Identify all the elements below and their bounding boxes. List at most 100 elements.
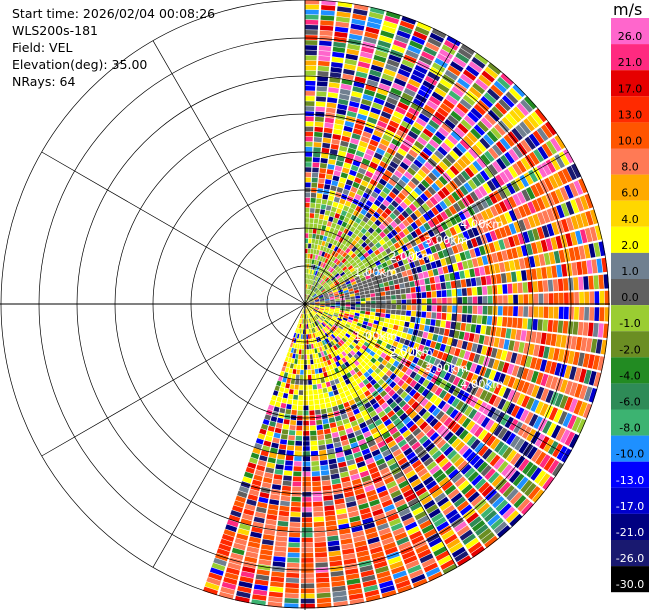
velocity-gate <box>502 387 512 399</box>
velocity-gate <box>282 377 287 383</box>
velocity-gate <box>247 541 260 549</box>
velocity-gate <box>345 297 350 300</box>
velocity-gate <box>436 521 450 532</box>
velocity-gate <box>397 379 405 387</box>
velocity-gate <box>534 108 548 123</box>
velocity-gate <box>312 293 316 297</box>
velocity-gate <box>516 270 522 282</box>
velocity-gate <box>393 39 407 49</box>
colorbar-tick-label: -21.0 <box>616 526 644 539</box>
velocity-gate <box>324 297 330 300</box>
velocity-gate <box>347 365 353 372</box>
velocity-gate <box>310 328 313 334</box>
velocity-gate <box>311 292 316 297</box>
velocity-gate <box>484 468 496 480</box>
velocity-gate <box>381 300 386 305</box>
velocity-gate <box>354 276 360 281</box>
velocity-gate <box>550 376 559 390</box>
velocity-gate <box>352 181 360 189</box>
velocity-gate <box>289 342 294 348</box>
velocity-gate <box>380 402 389 410</box>
velocity-gate <box>337 403 345 410</box>
velocity-gate <box>355 545 368 553</box>
velocity-gate <box>431 512 444 523</box>
velocity-gate <box>334 337 339 343</box>
velocity-gate <box>501 95 515 108</box>
velocity-gate <box>392 156 402 165</box>
velocity-gate <box>294 343 298 349</box>
velocity-gate <box>389 285 395 291</box>
velocity-gate <box>287 357 292 363</box>
velocity-gate <box>311 286 315 291</box>
velocity-gate <box>453 213 462 223</box>
velocity-gate <box>507 389 516 402</box>
velocity-gate <box>355 279 362 284</box>
velocity-gate <box>370 308 376 312</box>
velocity-gate <box>403 394 412 403</box>
velocity-gate <box>365 308 371 312</box>
velocity-gate <box>250 531 262 539</box>
velocity-gate <box>317 319 321 324</box>
velocity-gate <box>476 256 484 267</box>
velocity-gate <box>266 462 275 469</box>
velocity-gate <box>446 337 453 346</box>
velocity-gate <box>344 491 355 498</box>
velocity-gate <box>308 307 312 312</box>
velocity-gate <box>348 376 355 383</box>
velocity-gate <box>310 304 315 306</box>
velocity-gate <box>324 296 329 299</box>
velocity-gate <box>363 414 371 421</box>
velocity-gate <box>319 324 323 329</box>
velocity-gate <box>521 381 530 394</box>
velocity-gate <box>300 313 303 319</box>
velocity-gate <box>310 430 317 436</box>
velocity-gate <box>379 239 386 246</box>
velocity-gate <box>553 306 559 319</box>
velocity-gate <box>439 241 447 250</box>
velocity-gate <box>326 443 334 450</box>
velocity-gate <box>332 315 338 319</box>
velocity-gate <box>380 296 386 301</box>
velocity-gate <box>541 195 551 209</box>
velocity-gate <box>337 103 348 111</box>
velocity-gate <box>361 158 371 166</box>
velocity-gate <box>300 359 304 365</box>
colorbar-swatch <box>611 279 649 306</box>
velocity-gate <box>481 70 495 83</box>
velocity-gate <box>309 306 313 310</box>
velocity-gate <box>357 341 363 348</box>
velocity-gate <box>565 217 574 231</box>
velocity-gate <box>564 365 572 379</box>
velocity-gate <box>321 345 326 351</box>
velocity-gate <box>301 573 314 578</box>
velocity-gate <box>362 131 372 139</box>
velocity-gate <box>408 388 417 397</box>
velocity-gate <box>447 488 460 500</box>
velocity-gate <box>253 516 265 524</box>
velocity-gate <box>361 386 368 393</box>
velocity-gate <box>401 210 410 219</box>
velocity-gate <box>374 249 381 256</box>
velocity-gate <box>442 297 447 305</box>
velocity-gate <box>343 401 350 408</box>
velocity-gate <box>320 262 324 267</box>
velocity-gate <box>435 131 446 141</box>
velocity-gate <box>274 427 282 434</box>
velocity-gate <box>320 302 325 304</box>
velocity-gate <box>473 353 481 364</box>
velocity-gate <box>323 215 329 221</box>
velocity-gate <box>336 513 348 520</box>
velocity-gate <box>319 372 324 379</box>
velocity-gate <box>351 246 357 253</box>
velocity-gate <box>333 441 342 448</box>
velocity-gate <box>393 262 399 269</box>
velocity-gate <box>373 453 383 462</box>
velocity-gate <box>472 520 486 532</box>
velocity-gate <box>305 60 317 66</box>
velocity-gate <box>313 309 318 313</box>
velocity-gate <box>334 294 340 298</box>
velocity-gate <box>399 97 412 106</box>
velocity-gate <box>321 240 326 247</box>
velocity-gate <box>486 435 497 447</box>
velocity-gate <box>328 266 333 272</box>
